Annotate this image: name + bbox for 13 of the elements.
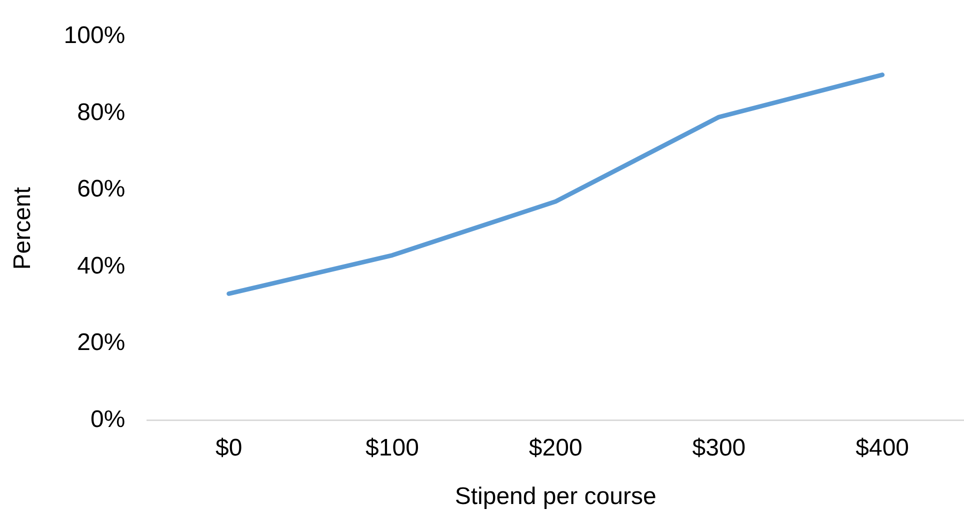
x-tick-label: $100 [366,434,419,462]
y-tick-label: 20% [77,329,126,356]
x-tick-label: $400 [856,434,910,462]
y-tick-label: 0% [90,406,126,434]
y-tick-label: 80% [77,98,126,126]
y-tick-label: 100% [64,22,126,50]
x-axis-title: Stipend per course [454,483,656,510]
y-axis-title: Percent [9,186,36,270]
y-tick-label: 60% [77,176,126,203]
x-tick-label: $200 [528,434,582,462]
y-tick-label: 40% [77,252,126,280]
x-tick-label: $0 [216,434,242,462]
x-tick-label: $300 [692,434,746,462]
